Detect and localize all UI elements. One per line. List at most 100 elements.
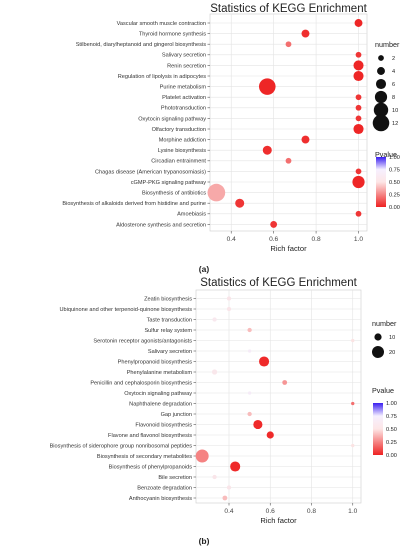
category-label: Biosynthesis of secondary metabolites: [97, 454, 192, 460]
data-point: [235, 198, 245, 208]
data-point: [354, 19, 363, 27]
data-point: [211, 369, 218, 375]
data-point: [212, 317, 217, 322]
data-point: [355, 115, 362, 122]
data-point: [301, 135, 310, 144]
category-label: Morphine addiction: [159, 138, 206, 144]
data-point: [212, 474, 217, 480]
category-label: Zeatin biosynthesis: [144, 296, 192, 302]
size-legend-dot: [374, 333, 382, 341]
category-label: Thyroid hormone synthesis: [139, 32, 206, 38]
category-label: Regulation of lipolysis in adipocytes: [118, 74, 207, 80]
data-point: [247, 327, 252, 333]
size-legend-title: number: [372, 319, 397, 328]
category-label: Olfactory transduction: [152, 127, 206, 133]
data-point: [285, 157, 292, 164]
data-point: [270, 220, 278, 228]
data-point: [266, 431, 274, 439]
category-label: Platelet activation: [162, 95, 206, 101]
plot-area: [195, 289, 362, 504]
data-point: [226, 296, 232, 301]
category-label: Purine metabolism: [160, 85, 207, 91]
color-legend-title: Pvalue: [375, 150, 397, 159]
data-point: [351, 443, 355, 448]
category-label: Biosynthesis of alkaloids derived from h…: [62, 201, 206, 207]
category-label: Biosynthesis of antibiotics: [142, 191, 206, 197]
size-legend-dot: [378, 55, 384, 61]
x-tick-label: 0.8: [311, 236, 320, 243]
data-point: [207, 183, 226, 202]
data-point: [355, 168, 362, 175]
data-point: [247, 349, 252, 353]
category-label: Flavone and flavonol biosynthesis: [108, 433, 192, 439]
data-point: [301, 29, 310, 38]
size-legend-label: 6: [392, 82, 395, 88]
category-label: Oxytocin signaling pathway: [124, 391, 192, 397]
data-point: [355, 94, 362, 101]
color-legend-bar: [376, 157, 386, 207]
color-legend-label: 0.25: [389, 193, 400, 199]
color-legend-label: 0.50: [389, 180, 400, 186]
data-point: [247, 391, 252, 395]
data-point: [247, 411, 252, 417]
plot-area: [209, 13, 368, 232]
category-label: Phototransduction: [161, 106, 206, 112]
color-legend-label: 0.75: [386, 414, 397, 420]
category-label: Circadian entrainment: [151, 159, 206, 165]
x-tick-label: 1.0: [348, 508, 357, 515]
size-legend-dot: [375, 78, 387, 90]
category-label: Flavonoid biosynthesis: [135, 422, 192, 428]
data-point: [253, 419, 263, 430]
size-legend-label: 10: [392, 108, 398, 114]
color-legend-label: 0.75: [389, 168, 400, 174]
category-label: Aldosterone synthesis and secretion: [116, 222, 206, 228]
color-legend-title: Pvalue: [372, 386, 394, 395]
data-point: [282, 380, 288, 385]
size-legend-label: 12: [392, 121, 398, 127]
panel-label: (a): [199, 264, 210, 274]
category-label: Naphthalene degradation: [129, 401, 192, 407]
category-label: Anthocyanin biosynthesis: [129, 496, 192, 502]
category-label: Stilbenoid, diarylheptanoid and gingerol…: [76, 42, 207, 48]
category-label: Gap junction: [161, 412, 192, 418]
data-point: [351, 401, 355, 406]
category-label: Penicillin and cephalosporin biosynthesi…: [90, 380, 192, 386]
data-point: [355, 104, 362, 111]
category-label: Chagas disease (American trypanosomiasis…: [95, 169, 206, 175]
color-legend-label: 1.00: [386, 401, 397, 407]
color-legend-label: 1.00: [389, 155, 400, 161]
category-label: cGMP-PKG signaling pathway: [131, 180, 206, 186]
size-legend-dot: [377, 67, 385, 75]
size-legend-label: 2: [392, 56, 395, 62]
category-label: Renin secretion: [167, 63, 206, 69]
data-point: [259, 78, 276, 95]
panel-label: (b): [199, 536, 210, 546]
data-point: [353, 123, 364, 135]
chart-title: Statistics of KEGG Enrichment: [200, 277, 357, 289]
size-legend-title: number: [375, 40, 400, 49]
size-legend-dot: [374, 90, 388, 104]
data-point: [355, 210, 362, 217]
category-label: Vascular smooth muscle contraction: [117, 21, 206, 27]
category-label: Biosynthesis of siderophore group nonrib…: [50, 443, 193, 449]
x-tick-label: 0.8: [307, 508, 316, 515]
x-axis-label: Rich factor: [270, 244, 307, 253]
data-point: [195, 449, 209, 463]
category-label: Taste transduction: [147, 317, 192, 323]
x-tick-label: 0.4: [227, 236, 236, 243]
size-legend-label: 20: [389, 350, 395, 356]
category-label: Phenylpropanoid biosynthesis: [118, 359, 193, 365]
category-label: Serotonin receptor agonists/antagonists: [93, 338, 192, 344]
size-legend-label: 10: [389, 335, 395, 341]
color-legend-label: 0.25: [386, 440, 397, 446]
data-point: [222, 495, 228, 501]
category-label: Bile secretion: [158, 475, 192, 481]
size-legend-label: 4: [392, 69, 395, 75]
color-legend-label: 0.00: [386, 453, 397, 459]
data-point: [351, 338, 355, 343]
color-legend-label: 0.50: [386, 427, 397, 433]
data-point: [352, 175, 365, 189]
category-label: Sulfur relay system: [144, 328, 192, 334]
size-legend-dot: [373, 102, 389, 118]
